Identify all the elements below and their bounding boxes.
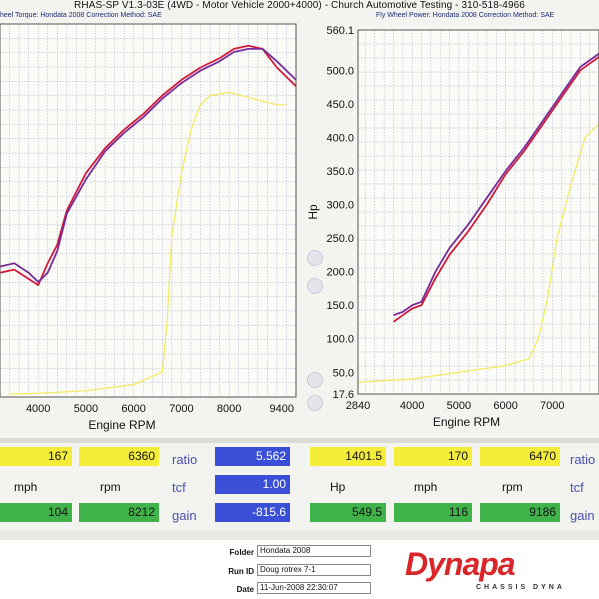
x-axis-label: Engine RPM: [433, 415, 500, 429]
run-info-footer: Folder Hondata 2008 Run ID Doug rotrex 7…: [0, 540, 599, 599]
right-hp-label: Hp: [330, 480, 346, 494]
left-chart-subtitle: heel Torque: Hondata 2008 Correction Met…: [0, 12, 162, 19]
left-mph-peak: 167: [0, 447, 72, 466]
left-mph-value: 104: [0, 503, 72, 522]
tcf-value: 1.00: [215, 475, 290, 494]
separator-bottom: [0, 530, 599, 540]
y-tick-label: 300.0: [326, 200, 354, 212]
folder-value: Hondata 2008: [257, 545, 371, 557]
right-chart-subtitle: Fly Wheel Power: Hondata 2008 Correction…: [376, 12, 555, 19]
right-mph-label: mph: [414, 480, 438, 494]
chart-handle-3[interactable]: [307, 372, 323, 388]
dynapack-logo-subtitle: CHASSIS DYNA: [476, 584, 565, 591]
x-tick-label: 7000: [540, 400, 564, 412]
x-tick-label: 6000: [493, 400, 517, 412]
runid-label: Run ID: [228, 567, 254, 576]
separator: [0, 438, 599, 443]
left-rpm-label: rpm: [100, 480, 121, 494]
plot-frame-0: [0, 23, 297, 398]
x-tick-label: 9400: [270, 403, 294, 415]
y-axis-label: Hp: [306, 204, 320, 220]
date-label: Date: [236, 585, 254, 594]
right-hp-peak: 1401.5: [310, 447, 386, 466]
ratio-label: ratio: [172, 452, 198, 467]
chart-handle-2[interactable]: [307, 278, 323, 294]
gain-label: gain: [172, 508, 197, 523]
y-tick-label: 560.1: [326, 25, 354, 37]
y-tick-label: 250.0: [326, 233, 354, 245]
y-tick-label: 17.6: [333, 389, 354, 401]
right-mph-value: 116: [394, 503, 472, 522]
runid-value: Doug rotrex 7-1: [257, 564, 371, 576]
ratio-value: 5.562: [215, 447, 290, 466]
y-tick-label: 500.0: [326, 65, 354, 77]
plot-frame-1: [357, 29, 599, 395]
dynapack-logo: Dynapa: [405, 546, 516, 582]
left-mph-label: mph: [14, 480, 38, 494]
series-line-2: [9, 91, 287, 395]
y-tick-label: 100.0: [326, 334, 354, 346]
chart-divider: [297, 22, 305, 440]
x-tick-label: 4000: [400, 400, 424, 412]
x-tick-label: 4000: [26, 403, 50, 415]
series-line-2: [357, 123, 599, 383]
x-tick-label: 5000: [74, 403, 98, 415]
right-rpm-peak: 6470: [480, 447, 560, 466]
series-line-1: [0, 48, 297, 283]
right-rpm-value: 9186: [480, 503, 560, 522]
chart-handle-4[interactable]: [307, 395, 323, 411]
right-gain-label: gain: [570, 508, 595, 523]
chart-handle-1[interactable]: [307, 250, 323, 266]
x-tick-label: 8000: [217, 403, 241, 415]
right-hp-value: 549.5: [310, 503, 386, 522]
right-tcf-label: tcf: [570, 480, 584, 495]
y-tick-label: 200.0: [326, 267, 354, 279]
y-tick-label: 150.0: [326, 300, 354, 312]
y-tick-label: 350.0: [326, 166, 354, 178]
x-tick-label: 5000: [447, 400, 471, 412]
left-rpm-value: 8212: [79, 503, 159, 522]
left-rpm-peak: 6360: [79, 447, 159, 466]
app-title: RHAS-SP V1.3-03E (4WD - Motor Vehicle 20…: [74, 0, 525, 11]
folder-label: Folder: [229, 548, 254, 557]
gain-value: -815.6: [215, 503, 290, 522]
x-tick-label: 2840: [346, 400, 370, 412]
charts-area: 4000 5000 6000 7000 8000 9400 Engine RPM 2840 40…: [0, 22, 599, 440]
x-tick-label: 7000: [169, 403, 193, 415]
x-axis-label: Engine RPM: [88, 418, 155, 432]
right-mph-peak: 170: [394, 447, 472, 466]
right-rpm-label: rpm: [502, 480, 523, 494]
tcf-label: tcf: [172, 480, 186, 495]
y-tick-label: 450.0: [326, 99, 354, 111]
y-tick-label: 50.0: [333, 367, 354, 379]
y-tick-label: 400.0: [326, 132, 354, 144]
x-tick-label: 6000: [121, 403, 145, 415]
date-value: 11-Jun-2008 22:30:07: [257, 582, 371, 594]
window-header: RHAS-SP V1.3-03E (4WD - Motor Vehicle 20…: [0, 0, 599, 22]
right-ratio-label: ratio: [570, 452, 596, 467]
series-line-0: [392, 56, 599, 323]
series-line-1: [393, 52, 599, 317]
